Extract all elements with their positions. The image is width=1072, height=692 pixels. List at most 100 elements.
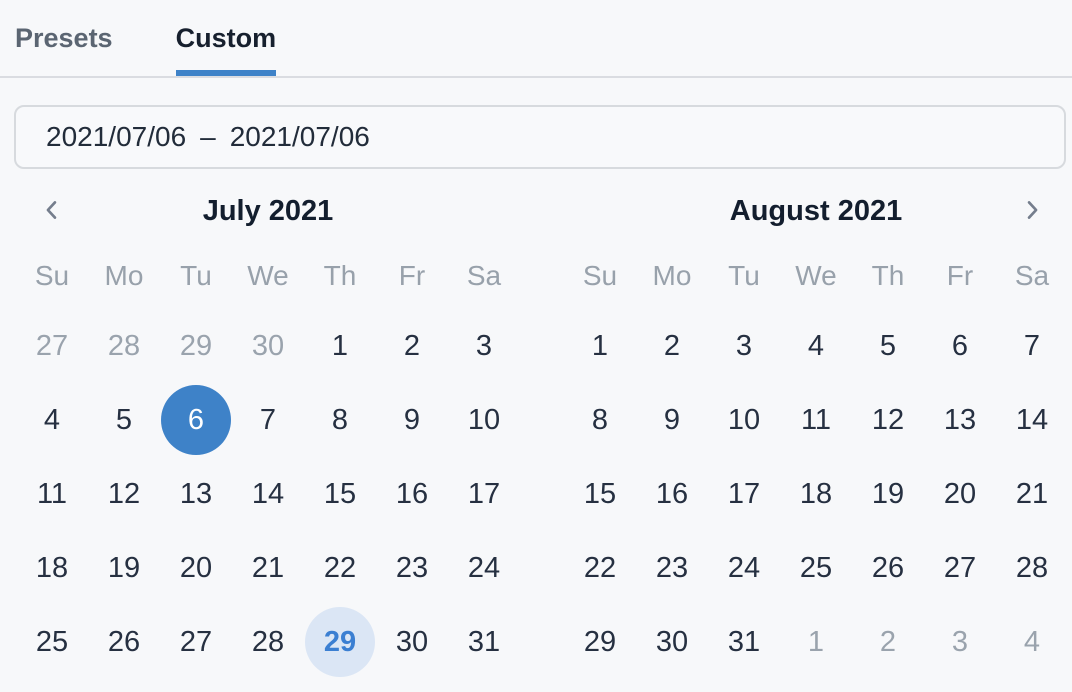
day-cell[interactable]: 3: [448, 309, 520, 383]
day-cell[interactable]: 15: [304, 457, 376, 531]
day-cell[interactable]: 2: [636, 309, 708, 383]
weekday-label: Sa: [466, 260, 502, 291]
range-separator: –: [200, 121, 216, 152]
day-cell[interactable]: 31: [448, 605, 520, 679]
day-cell[interactable]: 11: [16, 457, 88, 531]
weekday-label: Tu: [180, 260, 212, 291]
day-cell[interactable]: 19: [88, 531, 160, 605]
day-cell[interactable]: 27: [924, 531, 996, 605]
day-cell[interactable]: 4: [780, 309, 852, 383]
day-cell[interactable]: 6: [924, 309, 996, 383]
day-cell[interactable]: 12: [852, 383, 924, 457]
day-cell[interactable]: 1: [304, 309, 376, 383]
day-number: 23: [655, 551, 689, 584]
day-cell[interactable]: 5: [852, 309, 924, 383]
day-number: 21: [251, 551, 285, 584]
day-cell[interactable]: 22: [304, 531, 376, 605]
month-header: July 2021: [16, 183, 520, 239]
day-cell[interactable]: 1: [564, 309, 636, 383]
day-cell[interactable]: 2: [852, 605, 924, 679]
day-number: 14: [1015, 403, 1049, 436]
day-cell[interactable]: 16: [376, 457, 448, 531]
day-cell[interactable]: 3: [924, 605, 996, 679]
day-cell[interactable]: 24: [448, 531, 520, 605]
day-cell[interactable]: 3: [708, 309, 780, 383]
day-cell[interactable]: 2: [376, 309, 448, 383]
weekday-label: Tu: [728, 260, 760, 291]
day-cell[interactable]: 26: [852, 531, 924, 605]
date-range-input[interactable]: 2021/07/06 – 2021/07/06: [14, 105, 1066, 169]
day-cell[interactable]: 29: [304, 605, 376, 679]
day-cell[interactable]: 24: [708, 531, 780, 605]
day-number: 15: [583, 477, 617, 510]
day-cell[interactable]: 23: [376, 531, 448, 605]
day-number: 20: [179, 551, 213, 584]
day-cell[interactable]: 13: [160, 457, 232, 531]
day-cell[interactable]: 7: [996, 309, 1068, 383]
day-cell[interactable]: 6: [160, 383, 232, 457]
day-number: 14: [251, 477, 285, 510]
day-cell[interactable]: 17: [708, 457, 780, 531]
day-number: 3: [735, 329, 753, 362]
day-cell[interactable]: 20: [160, 531, 232, 605]
day-number: 11: [800, 403, 832, 436]
day-cell[interactable]: 30: [636, 605, 708, 679]
day-cell[interactable]: 11: [780, 383, 852, 457]
day-cell[interactable]: 19: [852, 457, 924, 531]
day-cell[interactable]: 21: [232, 531, 304, 605]
day-cell[interactable]: 31: [708, 605, 780, 679]
day-cell[interactable]: 9: [636, 383, 708, 457]
day-cell[interactable]: 27: [16, 309, 88, 383]
day-cell[interactable]: 30: [376, 605, 448, 679]
day-cell[interactable]: 30: [232, 309, 304, 383]
day-cell[interactable]: 10: [708, 383, 780, 457]
day-number: 28: [1015, 551, 1049, 584]
day-cell[interactable]: 23: [636, 531, 708, 605]
day-cell[interactable]: 5: [88, 383, 160, 457]
day-cell[interactable]: 28: [88, 309, 160, 383]
day-cell[interactable]: 20: [924, 457, 996, 531]
day-cell[interactable]: 14: [996, 383, 1068, 457]
day-number: 3: [475, 329, 493, 362]
day-number: 5: [879, 329, 897, 362]
day-cell[interactable]: 28: [996, 531, 1068, 605]
day-number: 22: [583, 551, 617, 584]
day-cell[interactable]: 4: [996, 605, 1068, 679]
day-cell[interactable]: 25: [780, 531, 852, 605]
day-cell[interactable]: 26: [88, 605, 160, 679]
day-cell[interactable]: 16: [636, 457, 708, 531]
day-cell[interactable]: 17: [448, 457, 520, 531]
next-month-button[interactable]: [996, 183, 1068, 239]
day-number: 9: [403, 403, 421, 436]
day-cell[interactable]: 21: [996, 457, 1068, 531]
day-cell[interactable]: 14: [232, 457, 304, 531]
day-number: 7: [1023, 329, 1041, 362]
day-cell[interactable]: 29: [160, 309, 232, 383]
day-cell[interactable]: 29: [564, 605, 636, 679]
day-cell[interactable]: 25: [16, 605, 88, 679]
day-cell[interactable]: 15: [564, 457, 636, 531]
day-number: 29: [179, 329, 213, 362]
month-august: August 2021 Su Mo Tu We Th Fr Sa 1 2 3 4 5 6 7 8 9 10 11…: [564, 169, 1068, 679]
day-cell[interactable]: 12: [88, 457, 160, 531]
day-cell[interactable]: 8: [564, 383, 636, 457]
day-cell[interactable]: 22: [564, 531, 636, 605]
weekday-label: We: [247, 260, 289, 291]
day-cell[interactable]: 7: [232, 383, 304, 457]
weekday-label: We: [795, 260, 837, 291]
tab-custom[interactable]: Custom: [175, 0, 277, 76]
weekday-label: Th: [871, 260, 905, 291]
day-cell[interactable]: 1: [780, 605, 852, 679]
day-cell[interactable]: 28: [232, 605, 304, 679]
day-cell[interactable]: 10: [448, 383, 520, 457]
prev-month-button[interactable]: [16, 183, 88, 239]
day-cell[interactable]: 18: [16, 531, 88, 605]
day-cell[interactable]: 8: [304, 383, 376, 457]
day-cell[interactable]: 27: [160, 605, 232, 679]
day-cell[interactable]: 13: [924, 383, 996, 457]
day-number: 7: [259, 403, 277, 436]
tab-presets[interactable]: Presets: [15, 0, 113, 76]
day-cell[interactable]: 18: [780, 457, 852, 531]
day-cell[interactable]: 4: [16, 383, 88, 457]
day-cell[interactable]: 9: [376, 383, 448, 457]
